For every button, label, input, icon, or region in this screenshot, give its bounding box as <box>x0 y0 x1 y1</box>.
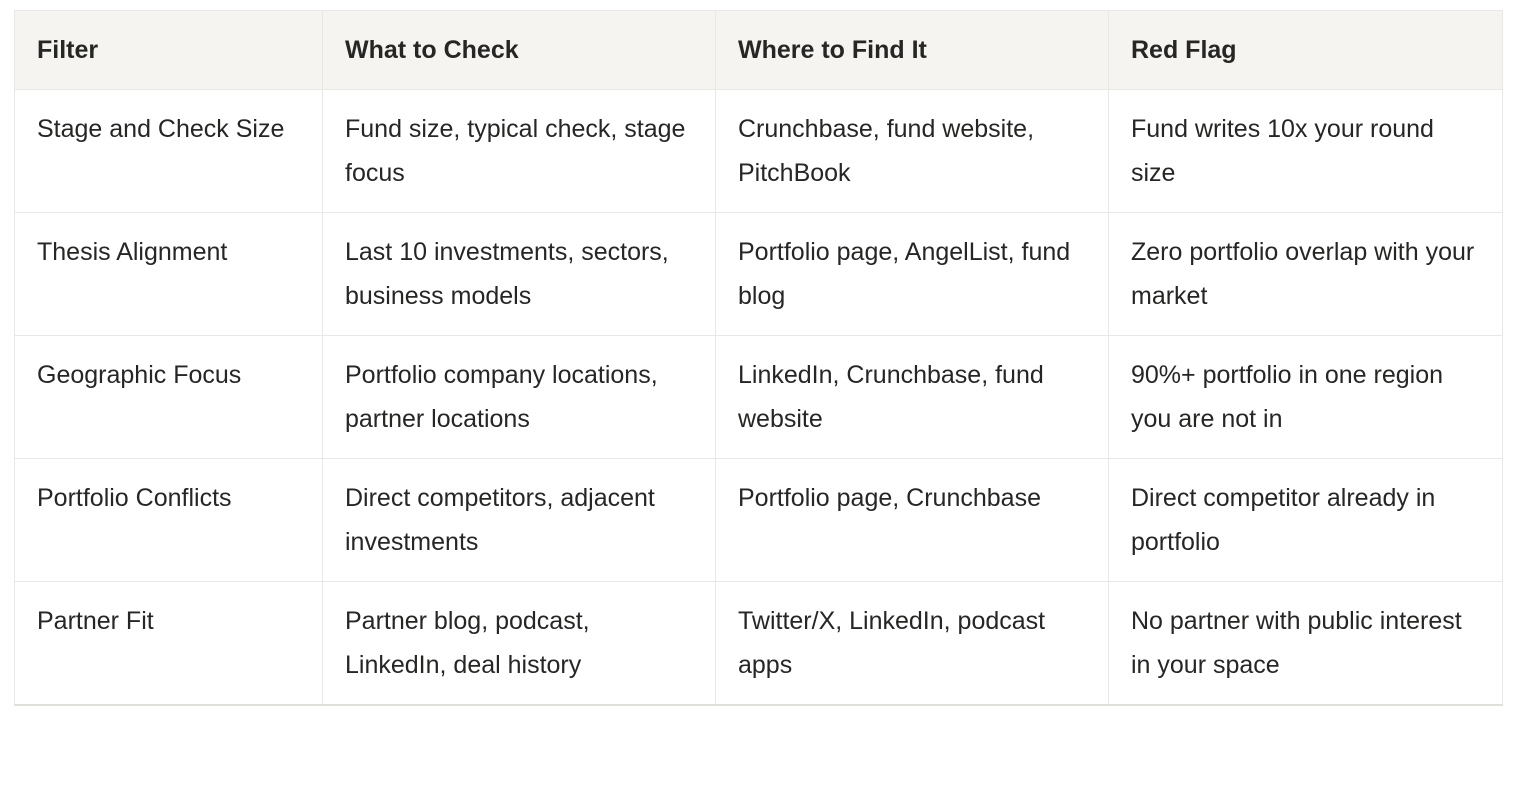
cell-filter: Stage and Check Size <box>14 89 323 213</box>
table-row: Portfolio Conflicts Direct competitors, … <box>14 458 1503 582</box>
cell-red-flag: No partner with public interest in your … <box>1108 581 1503 706</box>
cell-where-to-find-it: LinkedIn, Crunchbase, fund website <box>715 335 1109 459</box>
cell-what-to-check: Partner blog, podcast, LinkedIn, deal hi… <box>322 581 716 706</box>
cell-filter: Portfolio Conflicts <box>14 458 323 582</box>
cell-what-to-check: Portfolio company locations, partner loc… <box>322 335 716 459</box>
cell-where-to-find-it: Twitter/X, LinkedIn, podcast apps <box>715 581 1109 706</box>
cell-what-to-check: Fund size, typical check, stage focus <box>322 89 716 213</box>
column-header-red-flag: Red Flag <box>1108 10 1503 90</box>
table-row: Partner Fit Partner blog, podcast, Linke… <box>14 581 1503 706</box>
table-row: Thesis Alignment Last 10 investments, se… <box>14 212 1503 336</box>
vc-filter-table: Filter What to Check Where to Find It Re… <box>14 10 1503 706</box>
table-row: Stage and Check Size Fund size, typical … <box>14 89 1503 213</box>
vc-filter-table-container: Filter What to Check Where to Find It Re… <box>14 10 1503 706</box>
table-row: Geographic Focus Portfolio company locat… <box>14 335 1503 459</box>
cell-where-to-find-it: Portfolio page, AngelList, fund blog <box>715 212 1109 336</box>
cell-red-flag: Zero portfolio overlap with your market <box>1108 212 1503 336</box>
cell-red-flag: 90%+ portfolio in one region you are not… <box>1108 335 1503 459</box>
column-header-where-to-find-it: Where to Find It <box>715 10 1109 90</box>
cell-filter: Geographic Focus <box>14 335 323 459</box>
column-header-filter: Filter <box>14 10 323 90</box>
header-row: Filter What to Check Where to Find It Re… <box>14 10 1503 90</box>
cell-red-flag: Direct competitor already in portfolio <box>1108 458 1503 582</box>
cell-red-flag: Fund writes 10x your round size <box>1108 89 1503 213</box>
cell-where-to-find-it: Crunchbase, fund website, PitchBook <box>715 89 1109 213</box>
cell-filter: Thesis Alignment <box>14 212 323 336</box>
column-header-what-to-check: What to Check <box>322 10 716 90</box>
cell-where-to-find-it: Portfolio page, Crunchbase <box>715 458 1109 582</box>
cell-what-to-check: Last 10 investments, sectors, business m… <box>322 212 716 336</box>
cell-what-to-check: Direct competitors, adjacent investments <box>322 458 716 582</box>
cell-filter: Partner Fit <box>14 581 323 706</box>
